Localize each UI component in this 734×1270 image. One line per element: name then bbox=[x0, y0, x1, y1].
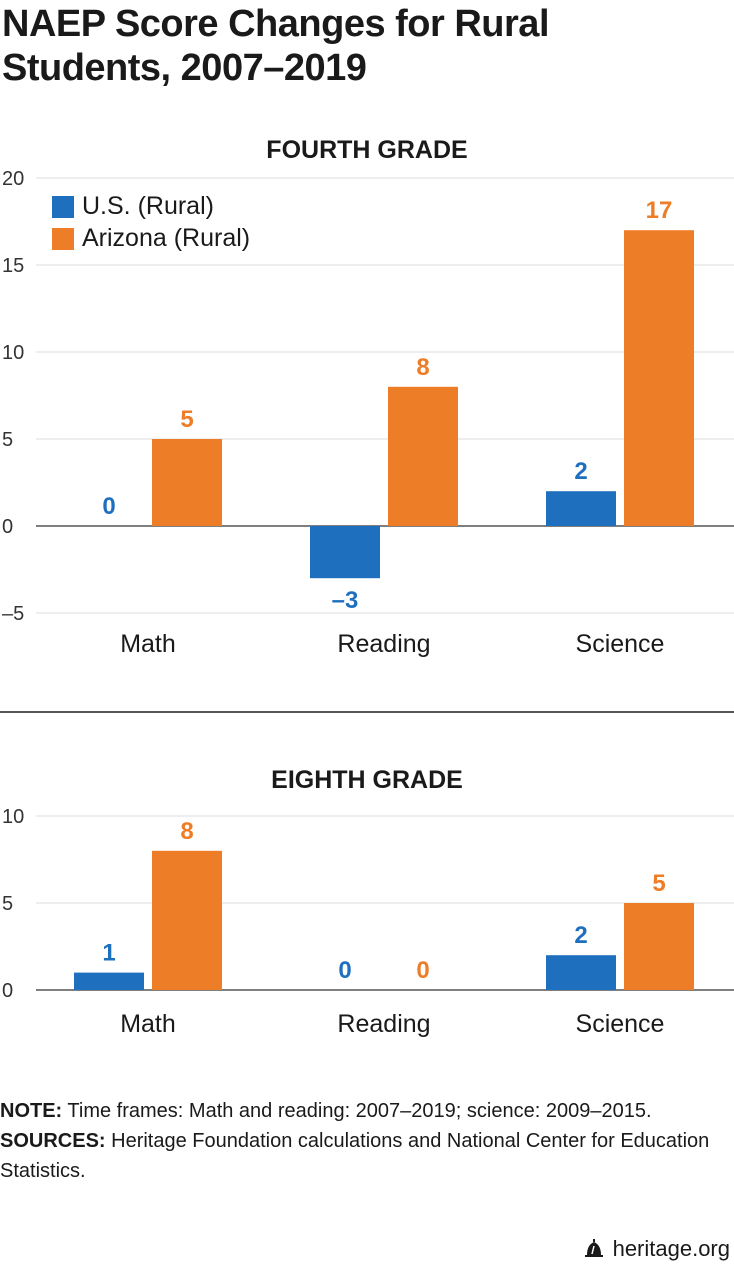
data-label: 1 bbox=[102, 940, 115, 967]
y-tick-label: 15 bbox=[2, 255, 24, 277]
note-line: NOTE: Time frames: Math and reading: 200… bbox=[0, 1096, 730, 1126]
category-label-reading: Reading bbox=[337, 1010, 430, 1038]
sources-label: SOURCES: bbox=[0, 1130, 106, 1152]
chart-title: EIGHTH GRADE bbox=[271, 766, 463, 794]
bar-arizona-science bbox=[624, 230, 694, 526]
legend-us-label: U.S. (Rural) bbox=[82, 192, 214, 220]
y-tick-label: 10 bbox=[2, 342, 24, 364]
category-label-science: Science bbox=[576, 630, 665, 658]
brand: heritage.org bbox=[583, 1236, 730, 1262]
note-label: NOTE: bbox=[0, 1100, 63, 1122]
bar-us-reading bbox=[310, 526, 380, 579]
y-tick-label: 0 bbox=[2, 980, 13, 1002]
data-label: 8 bbox=[416, 354, 429, 381]
data-label: 5 bbox=[180, 406, 193, 433]
y-tick-label: 0 bbox=[2, 516, 13, 538]
y-tick-label: 10 bbox=[2, 806, 24, 828]
data-label: –3 bbox=[332, 587, 359, 614]
bar-us-science bbox=[546, 955, 616, 990]
bar-us-science bbox=[546, 491, 616, 526]
bar-arizona-math bbox=[152, 850, 222, 990]
note-text: Time frames: Math and reading: 2007–2019… bbox=[62, 1100, 652, 1122]
data-label: 8 bbox=[180, 818, 193, 845]
data-label: 0 bbox=[416, 957, 429, 984]
category-label-reading: Reading bbox=[337, 630, 430, 658]
bar-arizona-math bbox=[152, 439, 222, 526]
category-label-math: Math bbox=[120, 1010, 176, 1038]
y-tick-label: 5 bbox=[2, 893, 13, 915]
data-label: 17 bbox=[646, 197, 673, 224]
bar-us-math bbox=[74, 972, 144, 990]
data-label: 2 bbox=[574, 458, 587, 485]
brand-text: heritage.org bbox=[612, 1236, 730, 1261]
sources-text: Heritage Foundation calculations and Nat… bbox=[0, 1130, 710, 1182]
liberty-bell-icon bbox=[584, 1239, 603, 1257]
category-label-science: Science bbox=[576, 1010, 665, 1038]
sources-line: SOURCES: Heritage Foundation calculation… bbox=[0, 1126, 730, 1186]
fourth-grade-chart: FOURTH GRADE 20 15 10 5 0 –5 0 5 Math –3 8 Reading 2 1… bbox=[2, 136, 734, 658]
page-title: NAEP Score Changes for Rural Students, 2… bbox=[2, 3, 550, 89]
eighth-grade-chart: EIGHTH GRADE 10 5 0 1 8 Math 0 0 Reading 2 5 Science bbox=[2, 766, 734, 1038]
chart-title: FOURTH GRADE bbox=[266, 136, 467, 164]
data-label: 2 bbox=[574, 922, 587, 949]
legend-arizona-label: Arizona (Rural) bbox=[82, 224, 250, 252]
legend-us-swatch bbox=[52, 196, 74, 218]
data-label: 0 bbox=[338, 957, 351, 984]
y-tick-label: 5 bbox=[2, 429, 13, 451]
section-divider bbox=[0, 711, 734, 713]
data-label: 0 bbox=[102, 493, 115, 520]
y-tick-label: –5 bbox=[2, 603, 24, 625]
legend-arizona-swatch bbox=[52, 228, 74, 250]
notes-block: NOTE: Time frames: Math and reading: 200… bbox=[0, 1096, 730, 1186]
bar-arizona-reading bbox=[388, 386, 458, 526]
y-tick-label: 20 bbox=[2, 168, 24, 190]
bar-arizona-science bbox=[624, 903, 694, 990]
data-label: 5 bbox=[652, 870, 665, 897]
category-label-math: Math bbox=[120, 630, 176, 658]
